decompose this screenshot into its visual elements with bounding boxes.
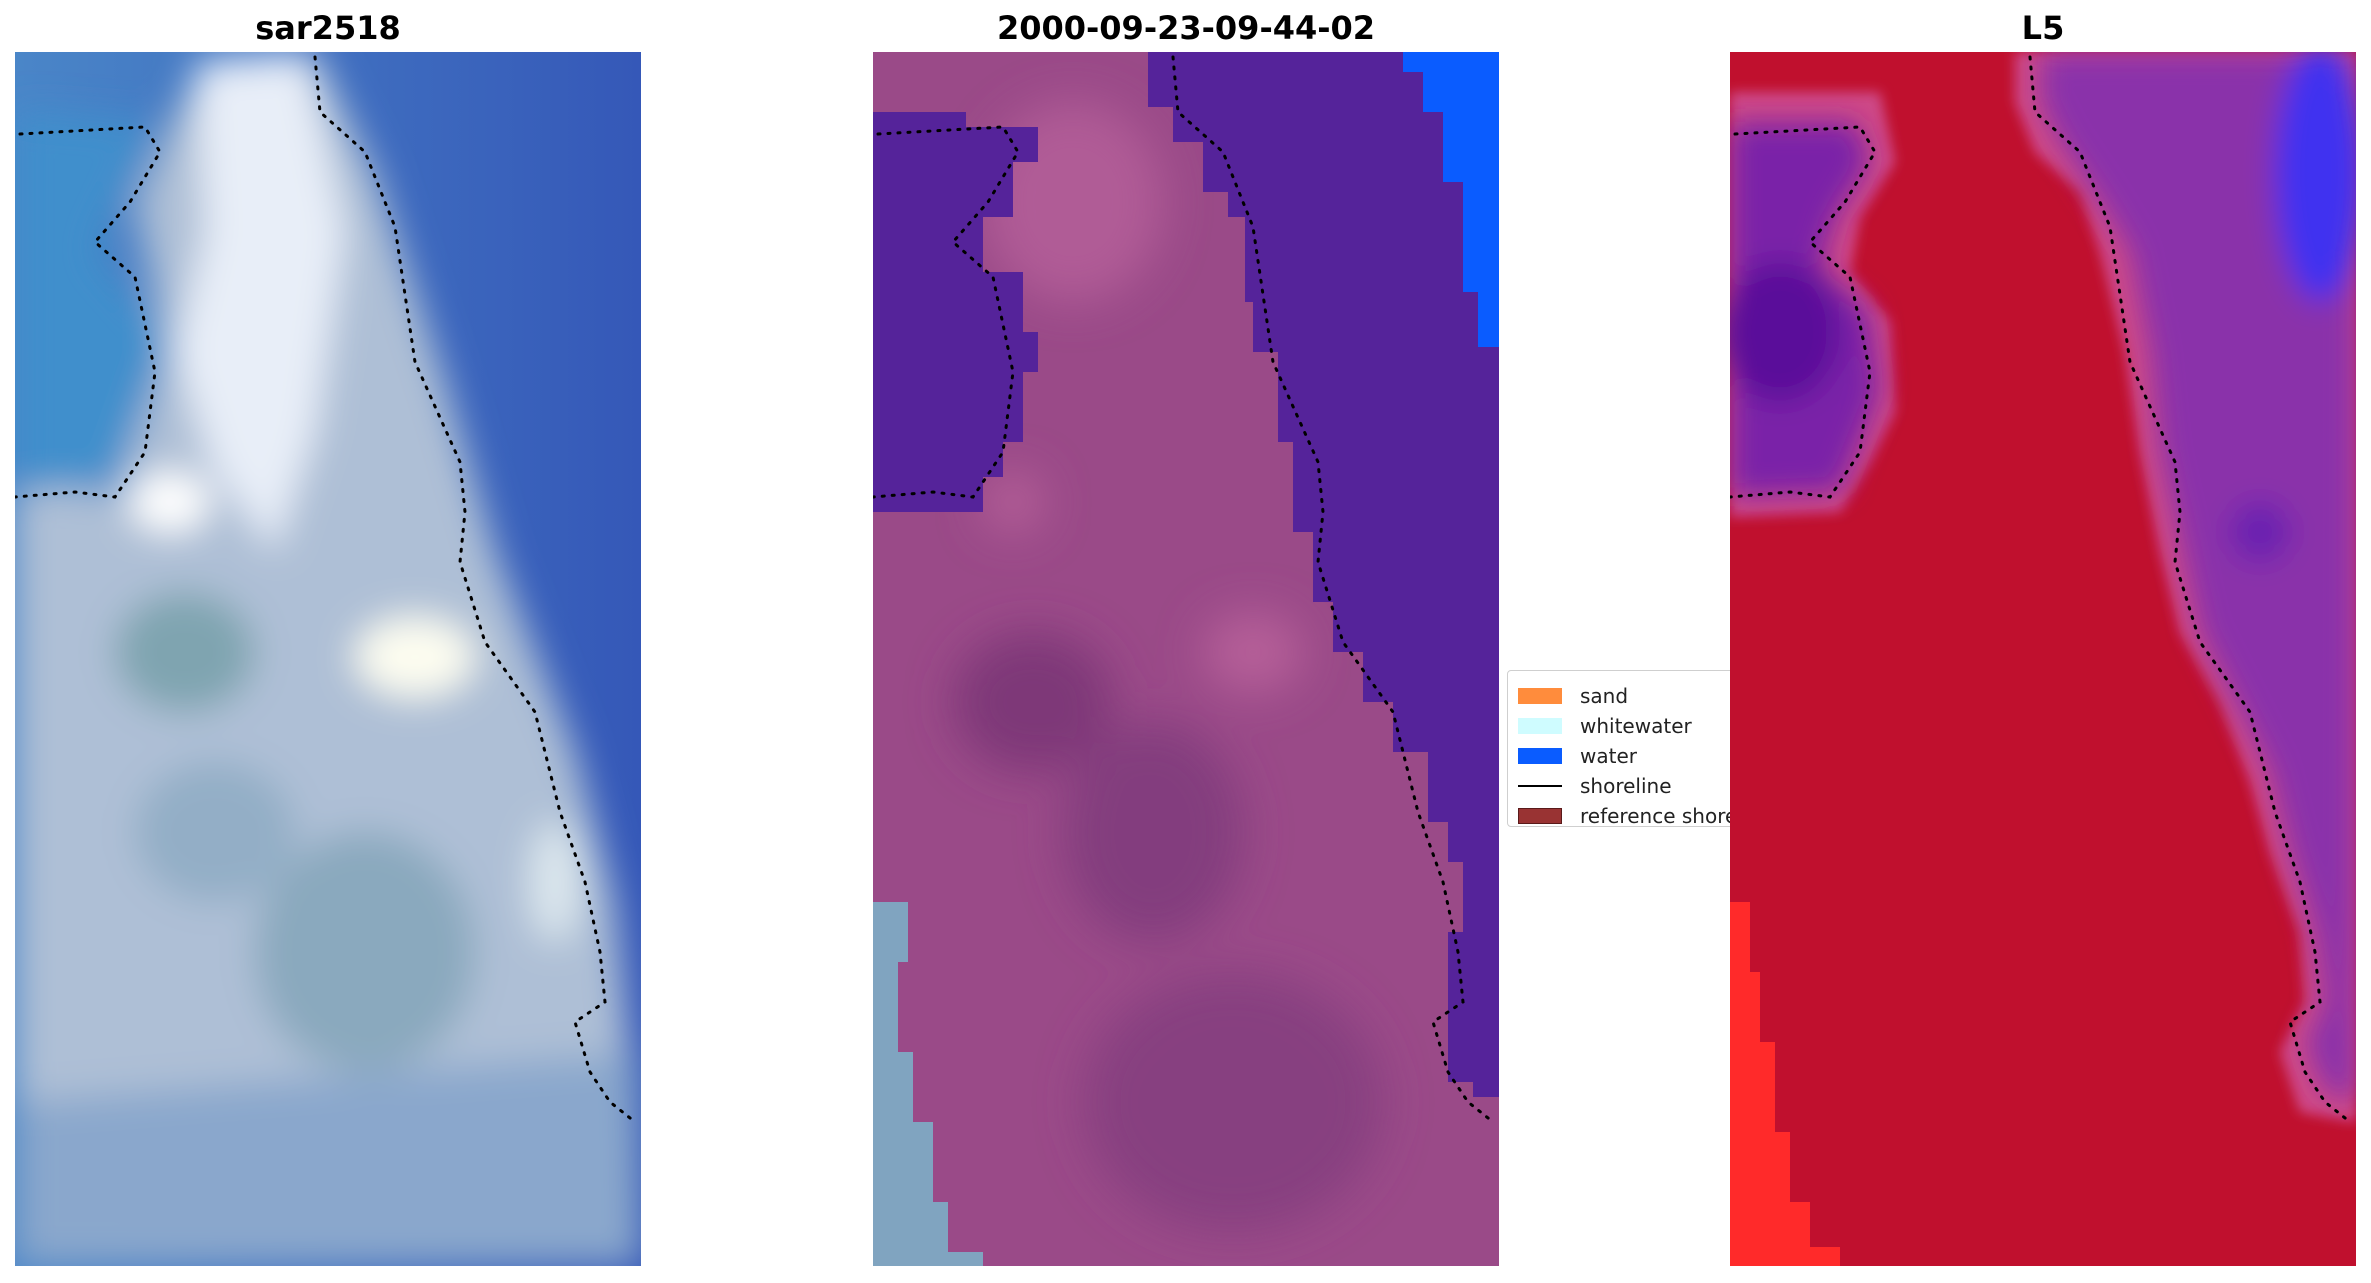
legend-item-whitewater: whitewater bbox=[1518, 711, 1746, 741]
legend-swatch-water bbox=[1518, 748, 1562, 764]
legend-item-shoreline: shoreline bbox=[1518, 771, 1746, 801]
rgb-image-panel bbox=[15, 52, 641, 1266]
classified-sandy-strip bbox=[873, 902, 983, 1266]
classified-deep-water bbox=[1403, 52, 1499, 347]
legend-swatch-reference-shoreline bbox=[1518, 808, 1562, 824]
legend-label-sand: sand bbox=[1580, 684, 1629, 708]
rgb-teal-patch-1 bbox=[115, 592, 255, 712]
classified-water-right bbox=[1148, 52, 1499, 1097]
rgb-bright-sand bbox=[175, 52, 345, 552]
legend-swatch-sand bbox=[1518, 688, 1562, 704]
legend-item-sand: sand bbox=[1518, 681, 1746, 711]
legend-swatch-whitewater bbox=[1518, 718, 1562, 734]
index-bright-red-edge bbox=[1730, 902, 1840, 1266]
index-dark-spot-right bbox=[2230, 502, 2290, 562]
classified-dark-patch-3 bbox=[1083, 972, 1383, 1232]
classified-dark-patch-2 bbox=[1063, 722, 1243, 942]
legend-label-whitewater: whitewater bbox=[1580, 714, 1692, 738]
classified-dark-patch-1 bbox=[953, 632, 1113, 772]
legend-label-reference-shoreline: reference shoreline bbox=[1580, 804, 1757, 827]
classified-light-patch-2 bbox=[1203, 612, 1303, 692]
classified-light-patch-3 bbox=[983, 472, 1043, 532]
rgb-teal-patch-3 bbox=[135, 762, 295, 902]
index-water-right bbox=[2040, 52, 2356, 1102]
index-image-panel bbox=[1730, 52, 2356, 1266]
index-shoreline-dots bbox=[1730, 55, 2352, 1124]
panel-title-1: sar2518 bbox=[255, 9, 401, 47]
rgb-bright-spot-2 bbox=[355, 617, 475, 697]
rgb-lower-blue bbox=[15, 1052, 641, 1266]
classified-image-panel bbox=[873, 52, 1499, 1266]
panel-title-3: L5 bbox=[2021, 9, 2065, 47]
legend: sand whitewater water shoreline referenc… bbox=[1507, 670, 1757, 827]
rgb-shoreline-dots bbox=[15, 55, 637, 1124]
index-deep-water bbox=[2275, 52, 2356, 302]
rgb-teal-patch-2 bbox=[255, 832, 475, 1072]
legend-label-shoreline: shoreline bbox=[1580, 774, 1672, 798]
index-dark-water-left bbox=[1730, 262, 1840, 402]
legend-line-shoreline bbox=[1518, 785, 1562, 787]
rgb-whitewater-patch bbox=[530, 822, 580, 942]
classified-water-left bbox=[873, 112, 1038, 512]
rgb-bright-spot-1 bbox=[130, 472, 210, 532]
legend-item-water: water bbox=[1518, 741, 1746, 771]
rgb-inlet-water bbox=[15, 112, 165, 492]
panel-title-2: 2000-09-23-09-44-02 bbox=[996, 9, 1376, 47]
legend-label-water: water bbox=[1580, 744, 1637, 768]
legend-item-reference-shoreline: reference shoreline bbox=[1518, 801, 1756, 826]
rgb-land-mass bbox=[15, 52, 641, 1266]
classified-shoreline-dots bbox=[873, 55, 1495, 1124]
